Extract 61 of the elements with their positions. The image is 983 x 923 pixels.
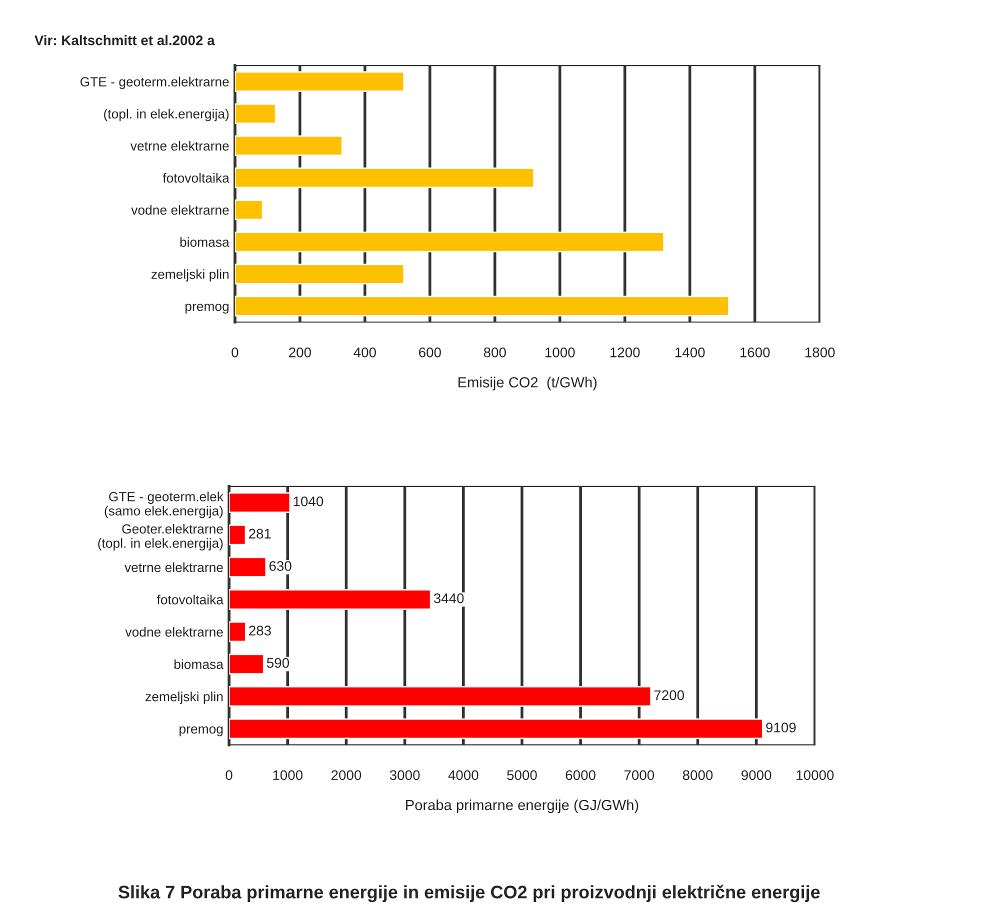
x-tick-label: 6000 (566, 770, 596, 780)
data-label: 281 (248, 528, 271, 539)
x-tick-label: 9000 (742, 770, 772, 780)
x-tick-label: 10000 (796, 770, 834, 780)
x-tick-label: 4000 (448, 770, 478, 780)
bar (234, 103, 276, 124)
x-tick-label: 5000 (507, 770, 537, 780)
x-tick-label: 8000 (682, 770, 713, 780)
bar (229, 621, 246, 642)
data-label: 9109 (766, 722, 796, 732)
y-tick-label: premog (186, 304, 229, 314)
x-tick-label: 1800 (805, 347, 835, 358)
x-tick-label: 600 (419, 347, 441, 358)
text: Slika 7 Poraba primarne energije in emisije CO2 pri proizvodnji električne energije (118, 884, 820, 902)
y-tick-label: vodne elektrarne (131, 205, 229, 215)
bar (229, 524, 246, 546)
x-tick-label: 3000 (390, 770, 420, 780)
y-tick-label: vodne elektrarne (125, 627, 223, 637)
y-tick-label: zemeljski plin (151, 269, 229, 282)
y-tick-label: GTE - geoterm.elektrarne (80, 76, 229, 90)
y-tick-label: biomasa (174, 659, 224, 670)
y-tick-label: vetrne elektrarne (130, 140, 229, 151)
y-tick-label: biomasa (180, 237, 230, 247)
x-tick-label: 1400 (675, 347, 705, 358)
data-label: 590 (266, 658, 290, 668)
x-tick-label: 1000 (545, 347, 575, 358)
x-axis-title: Poraba primarne energije (GJ/GWh) (406, 799, 638, 814)
bar (229, 492, 291, 513)
y-tick-label: zemeljski plin (146, 692, 223, 704)
x-tick-label: 1000 (273, 770, 303, 780)
bar (234, 232, 665, 252)
y-tick-label: Geoter.elektrarne (topl. in elek.energija) (98, 524, 223, 550)
bar (234, 135, 343, 156)
text: Vir: Kaltschmitt et al.2002 a (34, 35, 215, 46)
y-tick-label: premog (180, 726, 223, 736)
x-tick-label: 0 (226, 770, 232, 780)
x-tick-label: 200 (289, 347, 311, 358)
data-label: 7200 (654, 690, 684, 700)
x-tick-label: 0 (232, 347, 238, 358)
bar (234, 264, 405, 284)
data-label: 1040 (294, 496, 324, 506)
x-tick-label: 1600 (740, 347, 770, 358)
x-tick-label: 2000 (331, 770, 362, 780)
y-tick-label: fotovoltaika (162, 173, 230, 183)
y-tick-label: GTE - geoterm.elek (samo elek.energija) (104, 492, 224, 518)
x-axis-title: Emisije CO2 (t/GWh) (458, 376, 597, 390)
bar (234, 167, 535, 188)
x-tick-label: 7000 (624, 770, 654, 780)
y-tick-label: (topl. in elek.energija) (104, 108, 229, 122)
bar (234, 200, 264, 220)
x-tick-label: 800 (484, 347, 506, 358)
data-label: 630 (269, 561, 292, 571)
x-tick-label: 400 (354, 347, 376, 358)
data-label: 283 (249, 626, 271, 636)
y-tick-label: vetrne elektrarne (124, 562, 223, 572)
data-label: 3440 (434, 593, 464, 604)
y-tick-label: fotovoltaika (156, 594, 224, 604)
bar (234, 71, 405, 92)
bar (229, 718, 764, 740)
x-tick-label: 1200 (610, 347, 640, 358)
bar (234, 296, 730, 316)
